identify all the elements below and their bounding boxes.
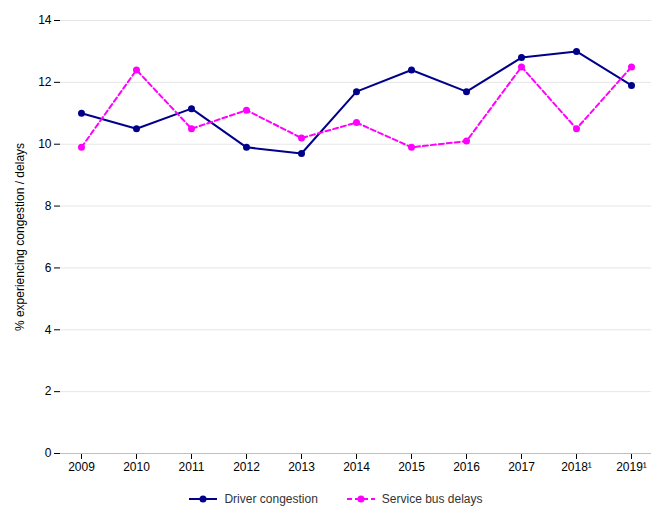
svg-text:2019¹: 2019¹ (616, 460, 647, 474)
svg-text:2017: 2017 (508, 460, 535, 474)
svg-text:10: 10 (38, 137, 52, 151)
svg-text:2012: 2012 (233, 460, 260, 474)
svg-text:4: 4 (45, 323, 52, 337)
svg-text:8: 8 (45, 199, 52, 213)
html-text:Service bus delays: Service bus delays (381, 492, 483, 506)
svg-text:2014: 2014 (343, 460, 370, 474)
html-text:Driver congestion: Driver congestion (224, 492, 318, 506)
svg-text:12: 12 (38, 75, 52, 89)
svg-text:% experiencing congestion / de: % experiencing congestion / delays (13, 143, 27, 331)
svg-text:2015: 2015 (398, 460, 425, 474)
svg-text:2016: 2016 (453, 460, 480, 474)
svg-text:2: 2 (45, 384, 52, 398)
svg-text:6: 6 (45, 261, 52, 275)
svg-text:2013: 2013 (288, 460, 315, 474)
svg-text:2010: 2010 (123, 460, 150, 474)
svg-text:0: 0 (45, 446, 52, 460)
svg-text:2011: 2011 (179, 460, 205, 474)
svg-text:14: 14 (38, 13, 52, 27)
svg-text:2009: 2009 (68, 460, 95, 474)
svg-text:2018¹: 2018¹ (561, 460, 592, 474)
